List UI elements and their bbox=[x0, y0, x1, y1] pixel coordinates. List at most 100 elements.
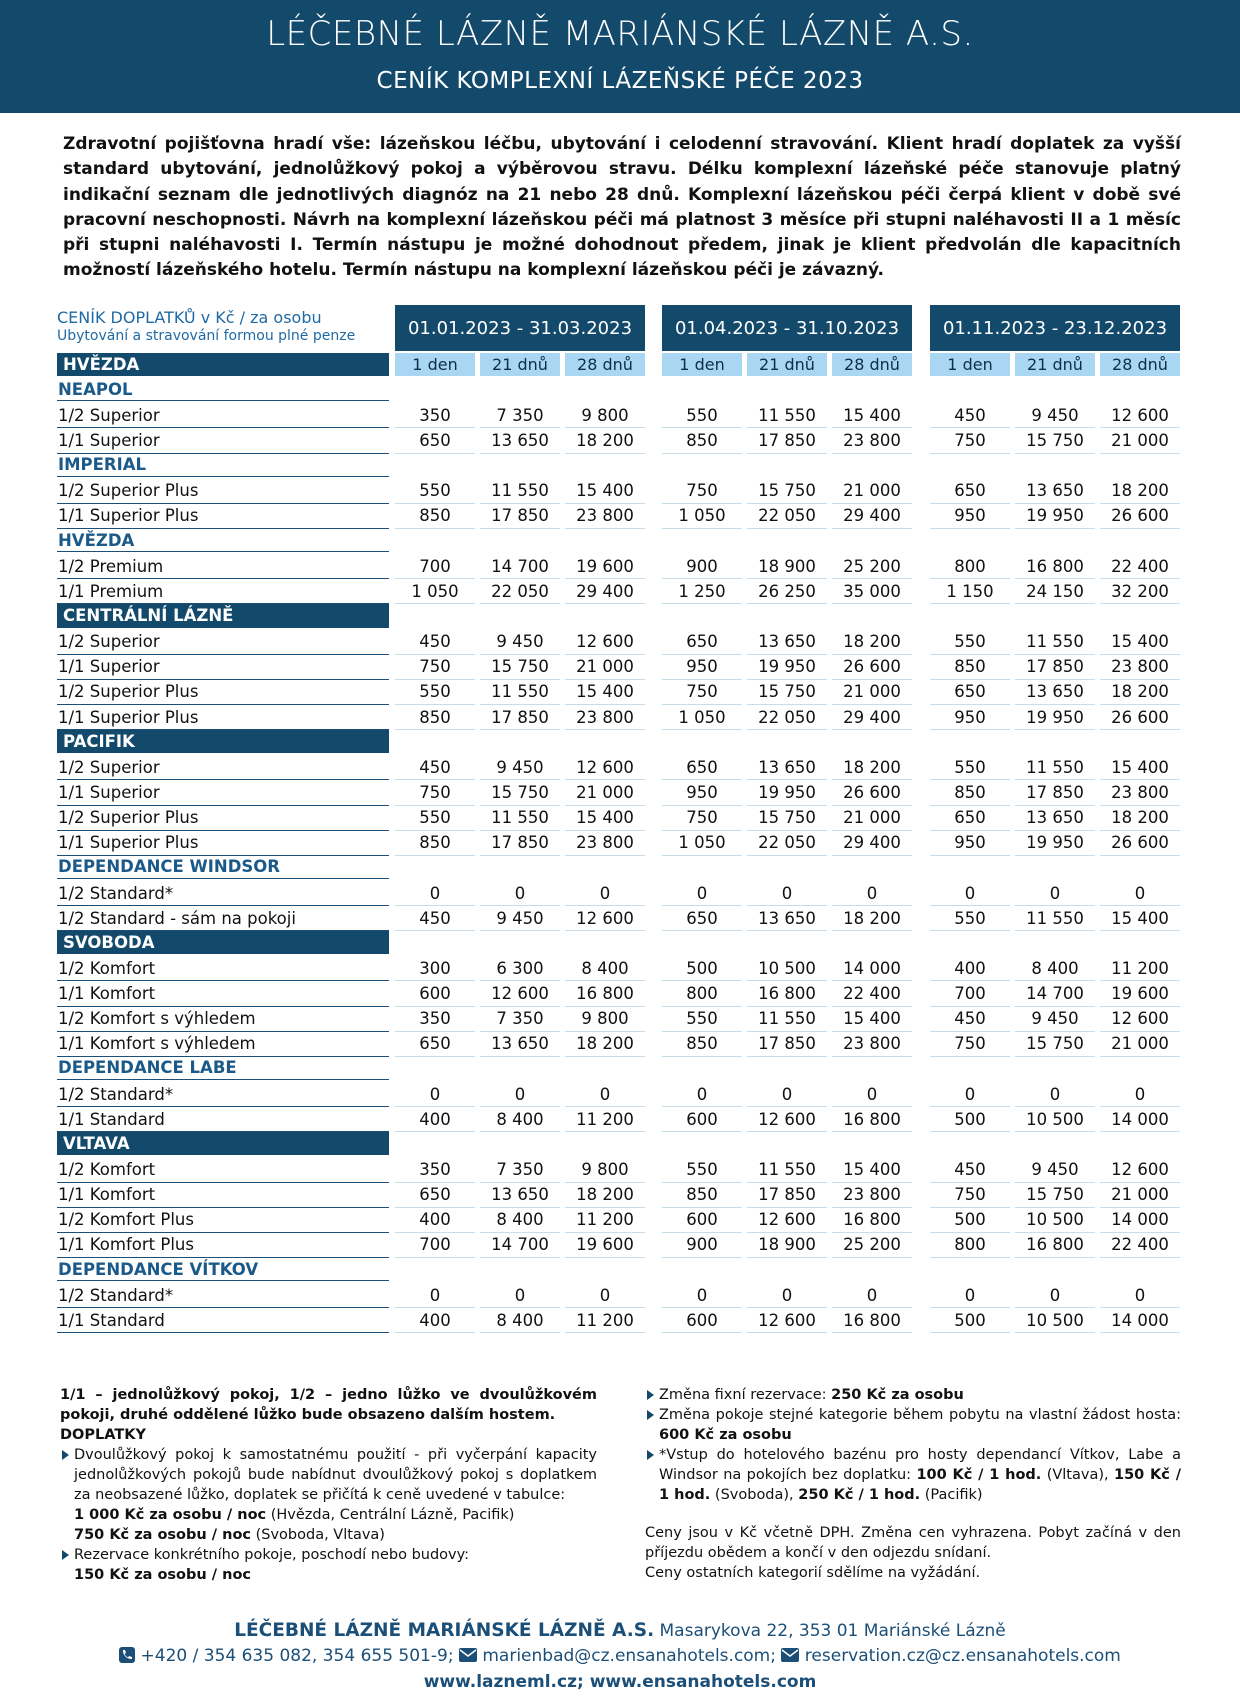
price-cell: 12 600 bbox=[565, 906, 645, 932]
price-cell: 8 400 bbox=[480, 1308, 560, 1334]
price-cell: 21 000 bbox=[832, 806, 912, 831]
row-label: 1/1 Komfort s výhledem bbox=[57, 1032, 389, 1057]
price-cell: 15 750 bbox=[480, 780, 560, 806]
row-label: 1/2 Standard* bbox=[57, 881, 389, 907]
email[interactable]: marienbad@cz.ensanahotels.com; bbox=[482, 1646, 776, 1666]
price-cell: 0 bbox=[565, 1283, 645, 1309]
price-cell: 0 bbox=[662, 1082, 742, 1108]
price-cell: 1 150 bbox=[930, 579, 1010, 605]
row-label: 1/1 Standard bbox=[57, 1107, 389, 1133]
row-label: 1/1 Superior bbox=[57, 655, 389, 680]
note-line: DOPLATKY bbox=[60, 1425, 597, 1445]
price-cell: 650 bbox=[395, 1183, 475, 1208]
table-label-title: CENÍK DOPLATKŮ v Kč / za osobu bbox=[57, 308, 322, 327]
price-cell: 750 bbox=[662, 806, 742, 831]
note-line: 150 Kč za osobu / noc bbox=[74, 1565, 597, 1585]
price-cell: 750 bbox=[662, 479, 742, 504]
price-cell: 500 bbox=[662, 956, 742, 982]
price-cell: 17 850 bbox=[480, 705, 560, 731]
price-cell: 11 550 bbox=[747, 403, 827, 429]
price-cell: 0 bbox=[832, 1082, 912, 1108]
price-cell: 0 bbox=[565, 1082, 645, 1108]
section-heading: HVĚZDA bbox=[57, 353, 389, 377]
price-cell: 11 550 bbox=[1015, 906, 1095, 932]
price-cell: 14 700 bbox=[480, 1233, 560, 1259]
note-bold: 150 Kč za osobu / noc bbox=[74, 1567, 251, 1583]
price-cell: 8 400 bbox=[1015, 956, 1095, 982]
row-label: 1/1 Standard bbox=[57, 1308, 389, 1334]
price-cell: 10 500 bbox=[1015, 1107, 1095, 1133]
row-label: 1/2 Komfort bbox=[57, 1157, 389, 1183]
price-cell: 0 bbox=[395, 1283, 475, 1309]
note-text: Rezervace konkrétního pokoje, poschodí n… bbox=[74, 1547, 470, 1563]
note-bold: 1 000 Kč za osobu / noc bbox=[74, 1507, 267, 1523]
section-heading: SVOBODA bbox=[57, 931, 389, 955]
price-cell: 850 bbox=[930, 780, 1010, 806]
price-cell: 15 750 bbox=[480, 655, 560, 680]
period-header: 01.01.2023 - 31.03.2023 bbox=[395, 305, 645, 351]
price-cell: 9 450 bbox=[480, 630, 560, 655]
email[interactable]: reservation.cz@cz.ensanahotels.com bbox=[804, 1646, 1121, 1666]
price-cell: 700 bbox=[395, 1233, 475, 1259]
price-cell: 29 400 bbox=[832, 831, 912, 856]
price-cell: 0 bbox=[832, 881, 912, 907]
price-cell: 800 bbox=[930, 554, 1010, 580]
price-cell: 450 bbox=[395, 755, 475, 781]
note-bold: 600 Kč za osobu bbox=[659, 1427, 792, 1443]
price-cell: 12 600 bbox=[1100, 1007, 1180, 1032]
price-cell: 16 800 bbox=[565, 982, 645, 1007]
price-cell: 16 800 bbox=[832, 1208, 912, 1233]
price-cell: 21 000 bbox=[1100, 1183, 1180, 1208]
company: LÉČEBNÉ LÁZNĚ MARIÁNSKÉ LÁZNĚ A.S. bbox=[234, 1620, 655, 1641]
price-cell: 7 350 bbox=[480, 403, 560, 429]
price-cell: 400 bbox=[395, 1208, 475, 1233]
price-cell: 23 800 bbox=[565, 831, 645, 856]
price-cell: 600 bbox=[662, 1208, 742, 1233]
price-cell: 1 050 bbox=[662, 831, 742, 856]
price-cell: 12 600 bbox=[565, 755, 645, 781]
price-cell: 32 200 bbox=[1100, 579, 1180, 605]
price-cell: 23 800 bbox=[565, 705, 645, 731]
day-column: 21 dnů bbox=[480, 353, 560, 377]
table-label-subtitle: Ubytování a stravování formou plné penze bbox=[57, 328, 356, 344]
price-cell: 13 650 bbox=[747, 630, 827, 655]
note-line: 1/1 – jednolůžkový pokoj, 1/2 – jedno lů… bbox=[60, 1385, 597, 1425]
price-cell: 450 bbox=[930, 1007, 1010, 1032]
note-text: (Pacifik) bbox=[920, 1487, 983, 1503]
row-label: 1/2 Superior Plus bbox=[57, 806, 389, 831]
web[interactable]: www.lazneml.cz; www.ensanahotels.com bbox=[423, 1672, 817, 1692]
price-cell: 19 950 bbox=[1015, 831, 1095, 856]
price-cell: 29 400 bbox=[565, 579, 645, 605]
note-line: 750 Kč za osobu / noc (Svoboda, Vltava) bbox=[74, 1525, 597, 1545]
phone-icon bbox=[119, 1647, 136, 1663]
price-cell: 29 400 bbox=[832, 705, 912, 731]
price-cell: 650 bbox=[662, 906, 742, 932]
row-label: 1/2 Standard - sám na pokoji bbox=[57, 906, 389, 932]
day-column: 28 dnů bbox=[1100, 353, 1180, 377]
row-label: 1/1 Superior bbox=[57, 428, 389, 454]
price-cell: 0 bbox=[480, 881, 560, 907]
price-cell: 950 bbox=[930, 504, 1010, 529]
price-cell: 13 650 bbox=[1015, 806, 1095, 831]
price-cell: 25 200 bbox=[832, 554, 912, 580]
price-cell: 15 400 bbox=[832, 1157, 912, 1183]
row-label: 1/2 Komfort bbox=[57, 956, 389, 982]
price-cell: 450 bbox=[395, 906, 475, 932]
price-cell: 450 bbox=[395, 630, 475, 655]
price-cell: 22 400 bbox=[1100, 554, 1180, 580]
price-cell: 15 750 bbox=[747, 680, 827, 705]
price-cell: 15 400 bbox=[832, 1007, 912, 1032]
mail-icon bbox=[781, 1648, 800, 1662]
price-cell: 750 bbox=[930, 1032, 1010, 1057]
price-cell: 1 250 bbox=[662, 579, 742, 605]
note-line: Ceny ostatních kategorií sdělíme na vyžá… bbox=[645, 1563, 1181, 1583]
note-item: Změna fixní rezervace: 250 Kč za osobu bbox=[645, 1385, 1181, 1405]
price-cell: 16 800 bbox=[747, 982, 827, 1007]
price-cell: 22 050 bbox=[747, 831, 827, 856]
price-cell: 21 000 bbox=[1100, 1032, 1180, 1057]
price-cell: 650 bbox=[662, 630, 742, 655]
price-cell: 550 bbox=[395, 680, 475, 705]
price-cell: 350 bbox=[395, 403, 475, 429]
price-cell: 11 550 bbox=[747, 1157, 827, 1183]
